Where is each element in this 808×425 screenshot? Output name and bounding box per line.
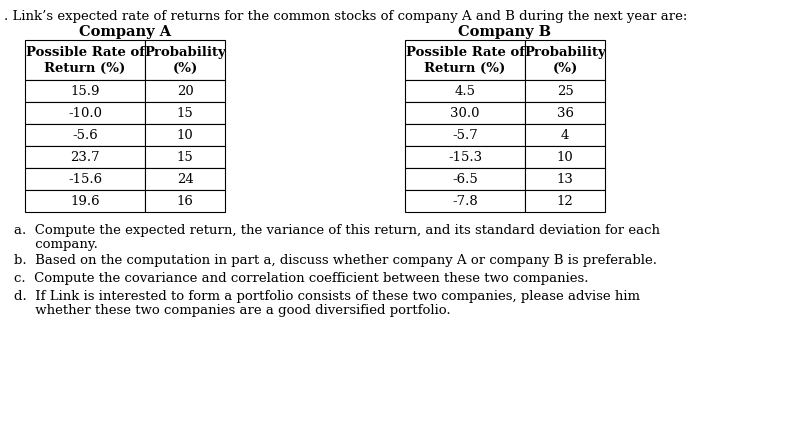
Bar (25, 168, 145, 190)
Text: Company A: Company A (79, 25, 171, 39)
Bar (405, 124, 525, 146)
Bar (145, 80, 225, 102)
Text: 23.7: 23.7 (70, 150, 100, 164)
Bar (405, 168, 525, 190)
Text: -5.7: -5.7 (452, 128, 478, 142)
Bar (405, 146, 525, 168)
Text: -5.6: -5.6 (72, 128, 98, 142)
Text: b.  Based on the computation in part a, discuss whether company A or company B i: b. Based on the computation in part a, d… (14, 254, 657, 267)
Text: 15: 15 (177, 107, 193, 119)
Text: 10: 10 (177, 128, 193, 142)
Bar (405, 40, 525, 80)
Text: 12: 12 (557, 195, 574, 207)
Text: 10: 10 (557, 150, 574, 164)
Text: 20: 20 (177, 85, 193, 97)
Text: 4: 4 (561, 128, 569, 142)
Bar (525, 146, 605, 168)
Text: Possible Rate of
Return (%): Possible Rate of Return (%) (26, 45, 145, 74)
Bar (25, 146, 145, 168)
Text: -15.6: -15.6 (68, 173, 102, 185)
Text: 36: 36 (557, 107, 574, 119)
Bar (525, 40, 605, 80)
Text: Company B: Company B (458, 25, 552, 39)
Bar (525, 102, 605, 124)
Text: Probability
(%): Probability (%) (144, 45, 226, 74)
Text: . Link’s expected rate of returns for the common stocks of company A and B durin: . Link’s expected rate of returns for th… (4, 10, 688, 23)
Text: d.  If Link is interested to form a portfolio consists of these two companies, p: d. If Link is interested to form a portf… (14, 290, 640, 303)
Bar (145, 40, 225, 80)
Text: -7.8: -7.8 (452, 195, 478, 207)
Text: -6.5: -6.5 (452, 173, 478, 185)
Text: -15.3: -15.3 (448, 150, 482, 164)
Bar (25, 40, 145, 80)
Bar (525, 124, 605, 146)
Text: 4.5: 4.5 (454, 85, 475, 97)
Bar (25, 124, 145, 146)
Text: 15: 15 (177, 150, 193, 164)
Bar (145, 190, 225, 212)
Text: 16: 16 (177, 195, 193, 207)
Text: 24: 24 (177, 173, 193, 185)
Bar (25, 102, 145, 124)
Bar (405, 190, 525, 212)
Text: 13: 13 (557, 173, 574, 185)
Text: 19.6: 19.6 (70, 195, 100, 207)
Bar (25, 190, 145, 212)
Text: whether these two companies are a good diversified portfolio.: whether these two companies are a good d… (14, 304, 451, 317)
Text: 15.9: 15.9 (70, 85, 99, 97)
Bar (145, 124, 225, 146)
Text: Possible Rate of
Return (%): Possible Rate of Return (%) (406, 45, 524, 74)
Text: 30.0: 30.0 (450, 107, 480, 119)
Text: company.: company. (14, 238, 98, 251)
Text: a.  Compute the expected return, the variance of this return, and its standard d: a. Compute the expected return, the vari… (14, 224, 660, 237)
Bar (145, 146, 225, 168)
Text: -10.0: -10.0 (68, 107, 102, 119)
Bar (25, 80, 145, 102)
Bar (145, 102, 225, 124)
Text: 25: 25 (557, 85, 574, 97)
Bar (525, 168, 605, 190)
Bar (525, 190, 605, 212)
Bar (145, 168, 225, 190)
Text: c.  Compute the covariance and correlation coefficient between these two compani: c. Compute the covariance and correlatio… (14, 272, 588, 285)
Bar (525, 80, 605, 102)
Text: Probability
(%): Probability (%) (524, 45, 606, 74)
Bar (405, 80, 525, 102)
Bar (405, 102, 525, 124)
